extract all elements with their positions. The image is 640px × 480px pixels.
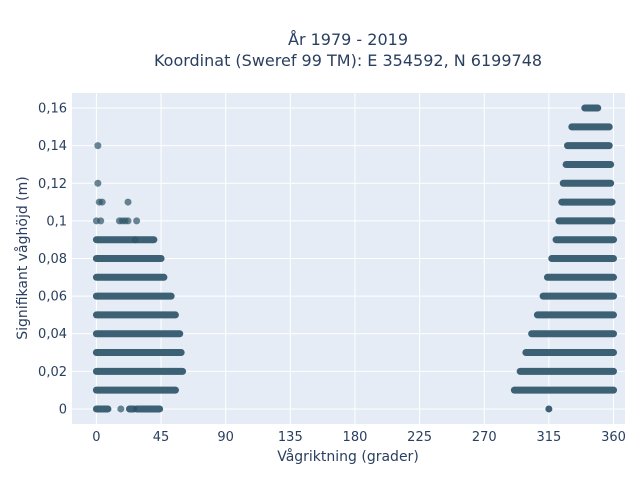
y-axis-ticks: 0 0,02 0,04 0,06 0,08 0,1 0,12 0,14 0,16 bbox=[38, 102, 67, 418]
data-point-band bbox=[568, 123, 613, 131]
data-point-band bbox=[522, 349, 618, 357]
y-tick-label: 0,1 bbox=[46, 214, 67, 229]
data-point-band bbox=[92, 273, 168, 281]
data-point-band bbox=[539, 292, 618, 300]
x-tick-label: 315 bbox=[536, 430, 561, 445]
x-tick-label: 135 bbox=[278, 430, 303, 445]
data-point-band bbox=[92, 405, 112, 413]
y-tick-label: 0 bbox=[59, 402, 67, 417]
data-point-band bbox=[564, 142, 613, 150]
data-point-band bbox=[555, 217, 616, 225]
data-point bbox=[98, 198, 106, 206]
data-point-band bbox=[92, 330, 184, 338]
data-points bbox=[92, 104, 618, 413]
x-tick-label: 90 bbox=[217, 430, 234, 445]
data-point-band bbox=[92, 349, 185, 357]
x-axis-title: Vågriktning (grader) bbox=[277, 448, 419, 465]
x-tick-label: 0 bbox=[92, 430, 100, 445]
data-point-band bbox=[516, 367, 618, 375]
chart-title-line-1: År 1979 - 2019 bbox=[288, 30, 408, 49]
data-point bbox=[94, 179, 102, 187]
data-point bbox=[94, 142, 102, 150]
data-point-band bbox=[562, 160, 615, 168]
data-point-band bbox=[92, 255, 165, 262]
x-tick-label: 180 bbox=[343, 430, 368, 445]
y-tick-label: 0,08 bbox=[38, 252, 67, 267]
chart-title-line-2: Koordinat (Sweref 99 TM): E 354592, N 61… bbox=[154, 51, 542, 70]
data-point-band bbox=[133, 405, 164, 413]
data-point-band bbox=[92, 236, 158, 244]
y-axis-title: Signifikant våghöjd (m) bbox=[14, 176, 31, 339]
data-point bbox=[124, 198, 132, 206]
y-tick-label: 0,16 bbox=[38, 102, 67, 117]
x-axis-ticks: 0 45 90 135 180 225 270 315 360 bbox=[92, 430, 626, 445]
data-point bbox=[133, 217, 141, 225]
data-point-band bbox=[558, 198, 616, 206]
y-tick-label: 0,04 bbox=[38, 327, 67, 342]
data-point-band bbox=[510, 386, 618, 394]
data-point-band bbox=[92, 311, 179, 319]
data-point-band bbox=[581, 104, 602, 112]
y-tick-label: 0,02 bbox=[38, 365, 67, 380]
x-tick-label: 270 bbox=[472, 430, 497, 445]
data-point-band bbox=[92, 367, 187, 375]
data-point bbox=[131, 236, 139, 244]
data-point-band bbox=[552, 236, 618, 244]
data-point bbox=[117, 405, 125, 413]
data-point bbox=[124, 217, 132, 225]
x-tick-label: 225 bbox=[407, 430, 432, 445]
data-point-band bbox=[533, 311, 618, 319]
data-point-band bbox=[545, 405, 553, 413]
y-tick-label: 0,14 bbox=[38, 139, 67, 154]
data-point-band bbox=[559, 179, 615, 187]
x-tick-label: 45 bbox=[153, 430, 170, 445]
data-point-band bbox=[92, 292, 175, 300]
data-point-band bbox=[543, 273, 618, 281]
x-tick-label: 360 bbox=[601, 430, 626, 445]
data-point-band bbox=[548, 255, 618, 262]
y-tick-label: 0,06 bbox=[38, 290, 67, 305]
y-tick-label: 0,12 bbox=[38, 177, 67, 192]
data-point-band bbox=[92, 386, 179, 394]
data-point bbox=[97, 217, 105, 225]
data-point-band bbox=[528, 330, 618, 338]
